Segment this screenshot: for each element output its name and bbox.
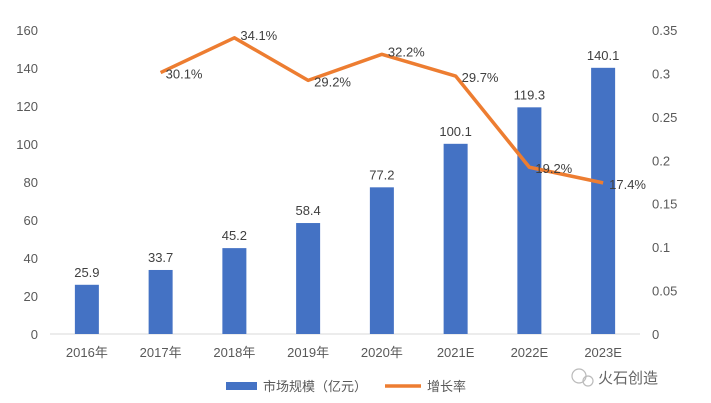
wechat-icon-bubble [582,375,594,387]
right-axis-tick: 0.15 [652,197,677,212]
bar [591,67,616,334]
line-data-label: 34.1% [240,28,277,43]
left-axis-tick: 160 [16,23,38,38]
legend-line-label: 增长率 [427,379,466,394]
watermark: 火石创造 [598,370,658,387]
left-axis-tick: 60 [24,213,38,228]
x-axis-tick: 2016年 [66,345,108,360]
line-data-label: 29.2% [314,74,351,89]
line-data-label: 17.4% [609,177,646,192]
bar-data-label: 33.7 [148,250,173,265]
x-axis-tick: 2021E [437,345,475,360]
line-data-label: 32.2% [388,44,425,59]
bar [222,248,247,334]
bar [443,143,468,334]
wechat-icon [571,368,587,384]
left-axis-tick: 20 [24,289,38,304]
bar [369,187,394,334]
right-axis-tick: 0.3 [652,66,670,81]
bar-data-label: 25.9 [74,265,99,280]
left-axis-tick: 100 [16,137,38,152]
right-axis-tick: 0.1 [652,240,670,255]
left-axis-tick: 140 [16,61,38,76]
line-data-label: 30.1% [166,67,203,82]
right-axis-tick: 0.2 [652,153,670,168]
line-data-label: 19.2% [535,161,572,176]
bar [517,107,542,334]
right-axis-tick: 0.35 [652,23,677,38]
left-axis-tick: 40 [24,251,38,266]
bar-data-label: 77.2 [369,167,394,182]
bar-data-label: 100.1 [439,124,472,139]
bar-data-label: 140.1 [587,48,620,63]
x-axis-tick: 2018年 [213,345,255,360]
legend-bar-swatch [226,382,257,390]
left-axis-tick: 0 [31,327,38,342]
right-axis-tick: 0.05 [652,284,677,299]
x-axis-tick: 2020年 [361,345,403,360]
x-axis-tick: 2017年 [140,345,182,360]
right-axis-tick: 0 [652,327,659,342]
right-axis-tick: 0.25 [652,110,677,125]
bar-data-label: 45.2 [222,228,247,243]
bar [296,223,321,334]
line-data-label: 29.7% [462,70,499,85]
left-axis-tick: 120 [16,99,38,114]
bar [148,269,173,334]
bar [74,284,99,334]
bar-data-label: 119.3 [514,87,546,102]
bar-data-label: 58.4 [295,203,320,218]
x-axis-tick: 2019年 [287,345,329,360]
x-axis-tick: 2022E [511,345,549,360]
x-axis-tick: 2023E [584,345,622,360]
legend-bar-label: 市场规模（亿元） [263,379,367,394]
left-axis-tick: 80 [24,175,38,190]
